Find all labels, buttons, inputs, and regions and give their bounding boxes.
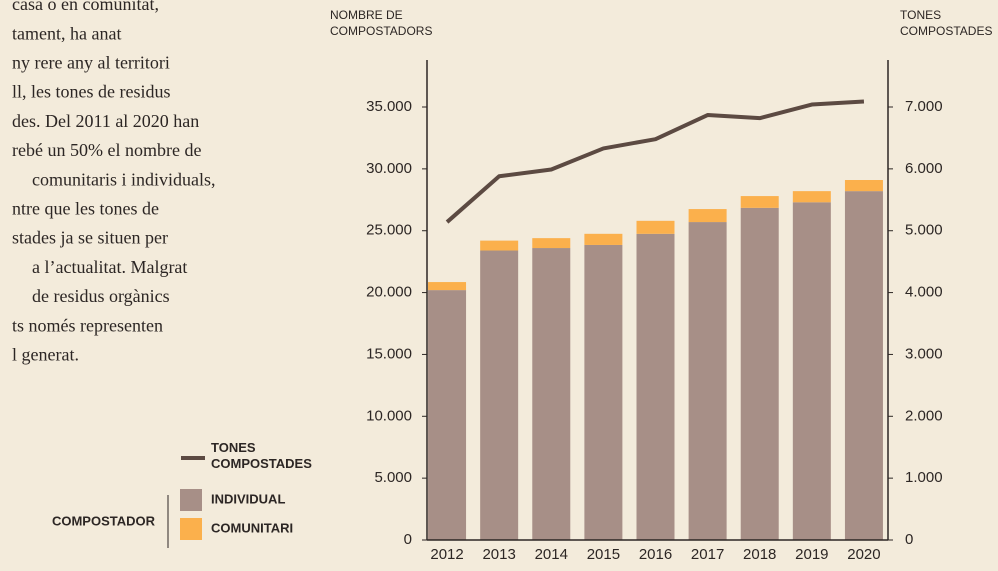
page: COMPOSTADOR casa o en comunitat, tament, … — [0, 0, 998, 571]
bar-segment — [845, 191, 883, 540]
bar-segment — [532, 248, 570, 540]
x-tick-label: 2018 — [743, 546, 776, 563]
legend-swatch — [180, 489, 202, 511]
bar-segment — [584, 245, 622, 540]
x-tick-label: 2019 — [795, 546, 828, 563]
bar-segment — [689, 222, 727, 540]
bar-segment — [532, 238, 570, 248]
y2-tick-label: 6.000 — [905, 160, 943, 177]
y2-tick-label: 7.000 — [905, 98, 943, 115]
y2-tick-label: 5.000 — [905, 222, 943, 239]
x-tick-label: 2020 — [847, 546, 880, 563]
paragraph-line: l generat. — [12, 345, 79, 365]
y-tick-label: 0 — [404, 531, 412, 548]
bar-segment — [428, 290, 466, 540]
y-tick-label: 30.000 — [366, 160, 412, 177]
legend-label: TONES COMPOSTADES — [211, 440, 321, 472]
bar-segment — [845, 180, 883, 191]
paragraph-line: des. Del 2011 al 2020 han — [12, 111, 199, 131]
paragraph-line: ny rere any al territori — [12, 53, 170, 73]
bar-segment — [741, 208, 779, 540]
y-tick-label: 5.000 — [374, 469, 412, 486]
paragraph-line: casa o en comunitat, — [12, 0, 159, 14]
y2-tick-label: 1.000 — [905, 469, 943, 486]
bar-segment — [428, 282, 466, 290]
paragraph-line: ll, les tones de residus — [12, 82, 170, 102]
y-axis-title: COMPOSTADORS — [330, 24, 432, 38]
paragraph-line: de residus orgànics — [32, 286, 170, 306]
y2-tick-label: 3.000 — [905, 345, 943, 362]
y-tick-label: 35.000 — [366, 98, 412, 115]
bar-segment — [637, 234, 675, 540]
x-tick-label: 2013 — [482, 546, 515, 563]
x-tick-label: 2015 — [587, 546, 620, 563]
paragraph-line: rebé un 50% el nombre de — [12, 140, 201, 160]
y2-tick-label: 0 — [905, 531, 913, 548]
x-tick-label: 2017 — [691, 546, 724, 563]
y-tick-label: 15.000 — [366, 345, 412, 362]
x-tick-label: 2016 — [639, 546, 672, 563]
bar-segment — [584, 234, 622, 245]
bar-segment — [637, 221, 675, 234]
chart: COMPOSTADOR casa o en comunitat, tament, … — [0, 0, 998, 571]
x-tick-label: 2014 — [535, 546, 568, 563]
bar-segment — [793, 191, 831, 202]
x-tick-label: 2012 — [430, 546, 463, 563]
y2-tick-label: 2.000 — [905, 407, 943, 424]
y-tick-label: 10.000 — [366, 407, 412, 424]
y-tick-label: 20.000 — [366, 284, 412, 301]
paragraph-line: stades ja se situen per — [12, 228, 168, 248]
legend-label: COMUNITARI — [211, 520, 293, 535]
legend-label: INDIVIDUAL — [211, 491, 285, 506]
bar-segment — [689, 209, 727, 222]
bar-segment — [480, 241, 518, 251]
y2-tick-label: 4.000 — [905, 284, 943, 301]
paragraph-line: ts només representen — [12, 315, 163, 335]
bar-segment — [480, 251, 518, 540]
legend-swatch — [180, 518, 202, 540]
paragraph-line: ntre que les tones de — [12, 199, 159, 219]
paragraph-line: tament, ha anat — [12, 23, 121, 43]
bar-segment — [793, 202, 831, 540]
y-tick-label: 25.000 — [366, 222, 412, 239]
y2-axis-title: TONES — [900, 8, 941, 22]
y2-axis-title: COMPOSTADES — [900, 24, 992, 38]
legend-group: COMPOSTADOR — [52, 513, 156, 528]
paragraph-line: a l’actualitat. Malgrat — [32, 257, 187, 277]
y-axis-title: NOMBRE DE — [330, 8, 403, 22]
paragraph-line: comunitaris i individuals, — [32, 169, 215, 189]
bar-segment — [741, 196, 779, 208]
